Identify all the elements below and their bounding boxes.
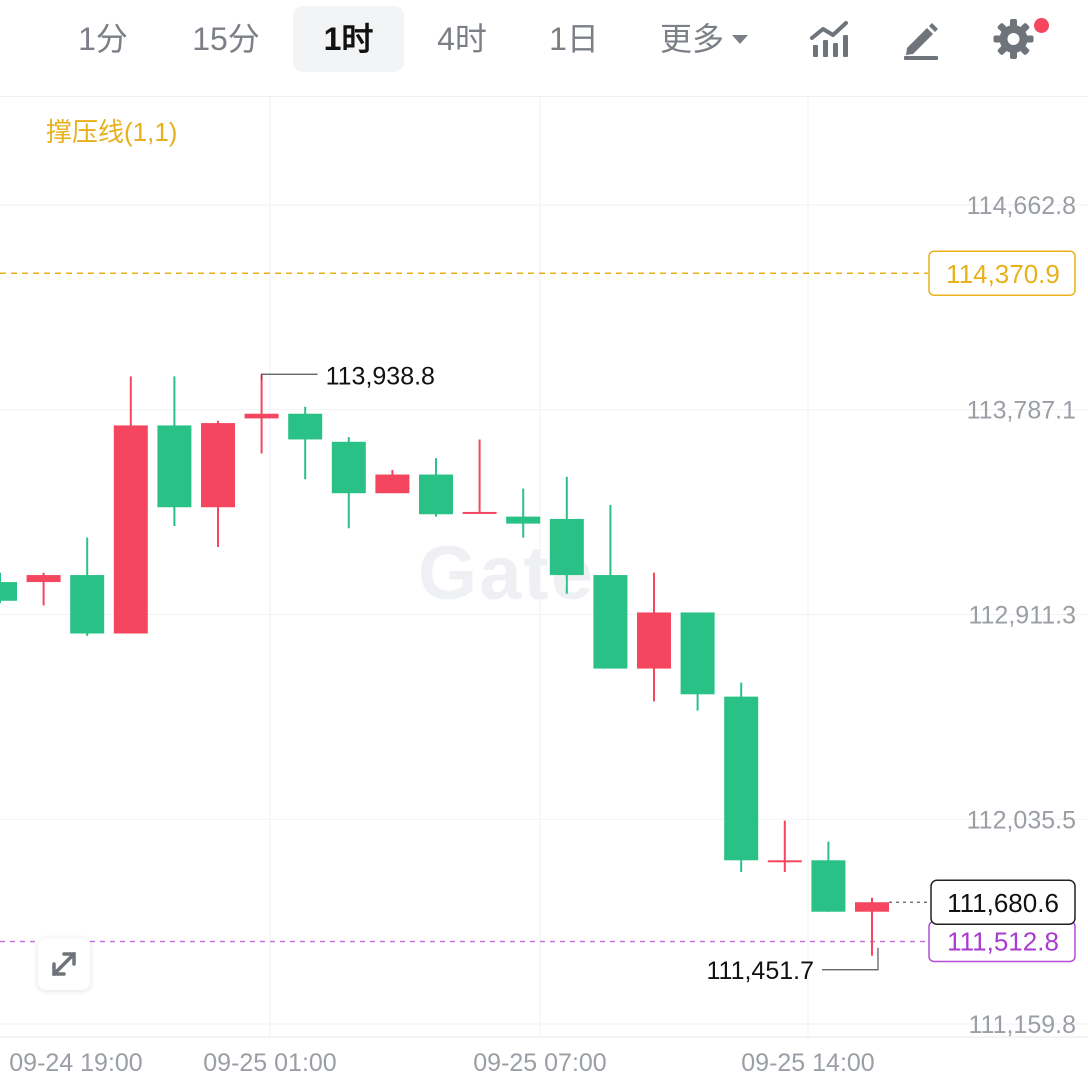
tab-1d[interactable]: 1日 xyxy=(549,21,599,57)
candle-body[interactable] xyxy=(331,441,366,494)
y-tick-label: 112,911.3 xyxy=(968,602,1076,630)
resistance-price-badge xyxy=(928,250,1076,296)
candlestick-chart[interactable]: 114,662.8 113,787.1 112,911.3 112,035.5 111,… xyxy=(0,97,1088,1086)
candle-body[interactable] xyxy=(70,575,105,634)
x-tick-label: 09-25 14:00 xyxy=(741,1049,874,1077)
x-tick-label: 09-24 19:00 xyxy=(9,1049,142,1077)
candle-body[interactable] xyxy=(244,413,279,419)
notification-dot xyxy=(1034,18,1049,33)
drawing-pencil-icon[interactable] xyxy=(898,16,944,62)
support-price-label: 111,512.8 xyxy=(947,926,1059,956)
candle-body[interactable] xyxy=(549,518,584,576)
candle-body[interactable] xyxy=(724,696,759,861)
resistance-price-label: 114,370.9 xyxy=(946,259,1060,289)
timeframe-toolbar: 1分 15分 1时 4时 1日 更多 xyxy=(0,0,1088,97)
candle-body[interactable] xyxy=(113,425,148,634)
candle-body[interactable] xyxy=(26,575,61,583)
candle-body[interactable] xyxy=(462,511,497,514)
candle-body[interactable] xyxy=(201,423,235,508)
y-tick-label: 112,035.5 xyxy=(967,806,1076,834)
y-tick-label: 114,662.8 xyxy=(967,192,1076,220)
tab-1h[interactable]: 1时 xyxy=(293,6,404,72)
candle-body[interactable] xyxy=(637,612,671,669)
chevron-down-icon xyxy=(732,35,749,45)
candle-body[interactable] xyxy=(855,902,889,912)
fullscreen-button[interactable] xyxy=(38,938,90,990)
candle-body[interactable] xyxy=(375,474,410,494)
candle-body[interactable] xyxy=(419,474,453,515)
high-marker-label: 113,938.8 xyxy=(326,362,435,390)
gear-icon[interactable] xyxy=(990,16,1036,62)
low-marker-label: 111,451.7 xyxy=(706,957,814,985)
y-tick-label: 111,159.8 xyxy=(968,1011,1076,1039)
candle-body[interactable] xyxy=(811,860,846,912)
candle-body[interactable] xyxy=(0,582,17,601)
candle-body[interactable] xyxy=(506,516,541,524)
candle-body[interactable] xyxy=(680,612,715,695)
tab-15m[interactable]: 15分 xyxy=(192,21,260,57)
x-tick-label: 09-25 07:00 xyxy=(473,1049,606,1077)
candle-body[interactable] xyxy=(157,425,192,508)
last-price-badge xyxy=(930,879,1076,925)
low-marker-leader xyxy=(822,947,879,971)
last-price-label: 111,680.6 xyxy=(947,888,1059,918)
candle-body[interactable] xyxy=(593,575,628,669)
candle-body[interactable] xyxy=(288,413,323,440)
y-tick-label: 113,787.1 xyxy=(967,397,1076,425)
indicator-icon[interactable] xyxy=(806,16,852,62)
x-tick-label: 09-25 01:00 xyxy=(203,1049,336,1077)
tab-4h[interactable]: 4时 xyxy=(437,21,487,57)
tab-1m[interactable]: 1分 xyxy=(78,21,128,57)
expand-arrows-icon xyxy=(52,952,76,976)
candle-body[interactable] xyxy=(767,860,802,863)
more-intervals-dropdown[interactable]: 更多 xyxy=(660,6,749,72)
indicator-label: 撑压线(1,1) xyxy=(46,117,178,147)
high-marker-leader xyxy=(261,373,318,381)
more-label: 更多 xyxy=(660,21,725,57)
